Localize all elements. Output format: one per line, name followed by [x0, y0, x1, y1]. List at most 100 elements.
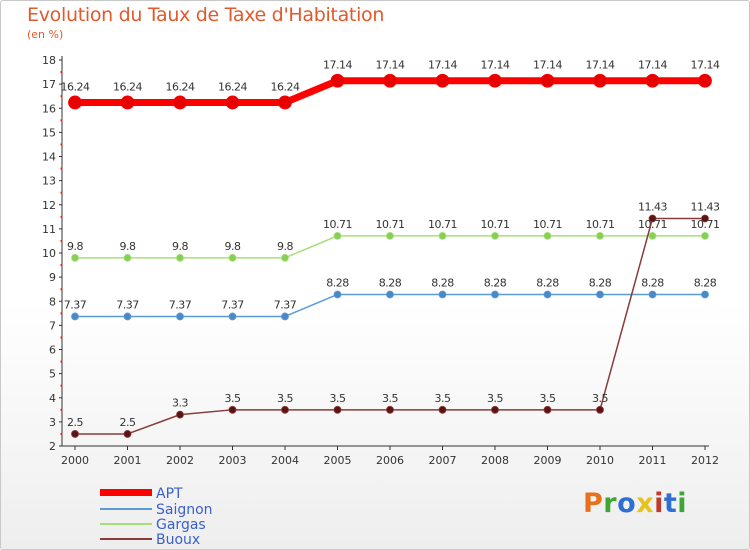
y-tick-label: 4: [49, 392, 56, 405]
data-label-apt: 16.24: [166, 80, 195, 93]
logo-letter: P: [583, 488, 604, 519]
data-point-buoux: [701, 214, 709, 223]
data-label-buoux: 3.5: [277, 392, 293, 405]
data-point-apt: [173, 95, 187, 110]
data-label-saignon: 8.28: [484, 276, 507, 289]
data-point-saignon: [701, 290, 709, 299]
logo-letter: i: [654, 488, 664, 519]
x-tick-label: 2000: [61, 454, 89, 467]
chart-title: Evolution du Taux de Taxe d'Habitation: [27, 4, 385, 26]
data-point-apt: [225, 95, 240, 110]
y-tick-label: 6: [49, 344, 56, 357]
data-point-gargas: [386, 231, 394, 240]
y-tick-label: 18: [42, 54, 56, 67]
data-label-saignon: 7.37: [116, 298, 139, 311]
data-label-gargas: 10.71: [323, 218, 352, 231]
data-label-gargas: 10.71: [428, 218, 457, 231]
data-label-buoux: 3.5: [540, 392, 556, 405]
y-tick-label: 5: [49, 368, 56, 381]
y-tick-label: 9: [49, 271, 56, 284]
data-point-buoux: [438, 405, 447, 414]
data-point-gargas: [123, 253, 132, 262]
data-point-gargas: [596, 231, 604, 240]
x-tick-label: 2012: [691, 454, 719, 467]
data-point-buoux: [281, 405, 289, 414]
logo-letter: i: [677, 488, 688, 519]
y-minor-tick: [60, 239, 63, 242]
data-label-gargas: 10.71: [691, 218, 720, 231]
data-label-saignon: 8.28: [589, 276, 612, 289]
y-tick-label: 16: [42, 102, 56, 115]
data-point-gargas: [648, 231, 657, 240]
y-tick-label: 3: [49, 416, 56, 429]
x-tick-label: 2001: [114, 454, 142, 467]
data-point-apt: [330, 73, 345, 88]
y-minor-tick: [60, 336, 63, 339]
y-tick-label: 7: [49, 319, 56, 332]
proxiti-logo: Proxiti: [583, 488, 687, 519]
logo-letter: r: [603, 488, 618, 519]
data-label-gargas: 10.71: [586, 218, 615, 231]
data-label-buoux: 3.5: [225, 392, 241, 405]
data-label-saignon: 8.28: [536, 276, 559, 289]
data-point-gargas: [281, 253, 289, 262]
data-point-saignon: [281, 312, 289, 321]
data-label-gargas: 9.8: [120, 240, 136, 253]
data-label-gargas: 9.8: [277, 240, 293, 253]
y-minor-tick: [60, 143, 63, 146]
data-point-saignon: [543, 290, 552, 299]
data-label-buoux: 2.5: [67, 416, 83, 429]
data-label-buoux: 2.5: [120, 416, 136, 429]
data-point-saignon: [176, 312, 184, 321]
data-point-buoux: [648, 214, 657, 223]
data-point-saignon: [491, 290, 499, 299]
data-label-saignon: 7.37: [169, 298, 192, 311]
data-point-saignon: [123, 312, 132, 321]
data-label-saignon: 8.28: [379, 276, 402, 289]
data-label-saignon: 7.37: [274, 298, 297, 311]
data-label-saignon: 8.28: [431, 276, 454, 289]
data-point-apt: [435, 73, 450, 88]
data-label-saignon: 7.37: [221, 298, 244, 311]
data-label-apt: 17.14: [323, 59, 352, 72]
data-point-apt: [645, 73, 660, 88]
x-tick-label: 2011: [639, 454, 667, 467]
y-tick-label: 10: [42, 247, 56, 260]
data-label-apt: 17.14: [586, 59, 615, 72]
data-point-saignon: [386, 290, 394, 299]
x-tick-label: 2005: [324, 454, 352, 467]
data-label-apt: 17.14: [638, 59, 667, 72]
data-point-apt: [488, 73, 502, 88]
y-minor-tick: [60, 167, 63, 170]
data-point-gargas: [71, 253, 79, 262]
legend-swatch: [100, 538, 152, 540]
data-point-apt: [698, 73, 712, 88]
data-point-saignon: [333, 290, 342, 299]
y-tick-label: 14: [42, 151, 56, 164]
y-tick-label: 12: [42, 199, 56, 212]
data-point-buoux: [228, 405, 237, 414]
logo-letter: o: [617, 488, 637, 519]
y-minor-tick: [60, 384, 63, 387]
data-label-saignon: 7.37: [64, 298, 87, 311]
x-tick-label: 2004: [271, 454, 299, 467]
data-label-apt: 16.24: [218, 80, 247, 93]
x-tick-label: 2009: [534, 454, 562, 467]
y-minor-tick: [60, 288, 63, 291]
legend-swatch: [100, 523, 152, 525]
data-point-buoux: [491, 405, 499, 414]
x-tick-label: 2002: [166, 454, 194, 467]
y-minor-tick: [60, 95, 63, 98]
data-label-gargas: 10.71: [376, 218, 405, 231]
unit-label: (en %): [27, 28, 64, 41]
y-minor-tick: [60, 119, 63, 122]
data-label-buoux: 11.43: [691, 201, 720, 214]
data-point-saignon: [228, 312, 237, 321]
data-label-apt: 17.14: [376, 59, 405, 72]
y-tick-label: 8: [49, 295, 56, 308]
legend-swatch: [100, 489, 152, 496]
data-label-gargas: 9.8: [225, 240, 241, 253]
data-label-gargas: 10.71: [533, 218, 562, 231]
